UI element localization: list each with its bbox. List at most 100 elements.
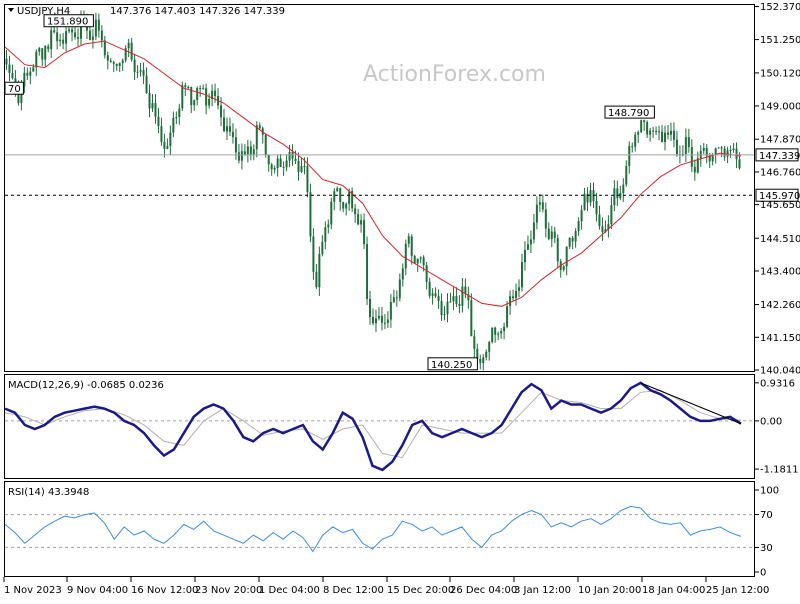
macd-tick-label: 0.9316 [760, 378, 795, 389]
candle-body [673, 131, 675, 140]
candle-body [452, 296, 454, 301]
candle-body [664, 133, 666, 142]
candle-body [578, 221, 580, 231]
candle-body [47, 46, 49, 49]
chart-header: USDJPY,H4 147.376 147.403 147.326 147.33… [8, 6, 285, 17]
price-tick-label: 146.760 [760, 167, 800, 178]
time-tick-label: 1 Nov 2023 [4, 585, 62, 596]
candle-body [8, 64, 10, 73]
candle-body [387, 320, 389, 324]
candle-body [730, 150, 732, 151]
candle-body [429, 282, 431, 296]
candle-body [312, 237, 314, 272]
candle-body [208, 99, 210, 105]
candle-body [274, 168, 276, 169]
candle-body [44, 46, 46, 59]
candle-body [500, 331, 502, 333]
macd-title: MACD(12,26,9) -0.0685 0.0236 [8, 380, 164, 391]
candle-body [509, 296, 511, 306]
candle-body [384, 323, 386, 324]
candle-body [458, 304, 460, 306]
candle-body [736, 149, 738, 160]
candle-body [661, 132, 663, 142]
candle-body [354, 208, 356, 214]
current-price-flag: 147.339 [759, 151, 800, 162]
candle-body [360, 220, 362, 224]
candle-body [411, 236, 413, 255]
candle-body [265, 135, 267, 155]
candle-body [625, 166, 627, 185]
time-tick-label: 1 Dec 04:00 [259, 585, 320, 596]
candle-body [241, 151, 243, 160]
candle-body [333, 191, 335, 202]
candle-body [432, 293, 434, 295]
candle-body [59, 40, 61, 41]
candle-body [396, 297, 398, 298]
candle-body [444, 314, 446, 315]
candle-body [584, 194, 586, 210]
time-tick-label: 18 Jan 04:00 [642, 585, 705, 596]
candle-body [610, 205, 612, 224]
candle-body [154, 103, 156, 117]
rsi-tick-label: 30 [760, 543, 773, 554]
collapse-triangle-icon[interactable] [8, 8, 14, 12]
symbol-label: USDJPY,H4 [17, 6, 70, 17]
candle-body [655, 131, 657, 132]
candle-body [163, 142, 165, 149]
candle-body [286, 161, 288, 168]
candle-body [56, 32, 58, 41]
candle-body [89, 31, 91, 40]
candle-body [104, 40, 106, 55]
candle-body [497, 333, 499, 334]
macd-signal-line [5, 390, 741, 457]
candle-body [119, 63, 121, 66]
candle-body [569, 238, 571, 247]
candle-body [575, 231, 577, 241]
candle-body [26, 73, 28, 76]
candle-body [676, 140, 678, 155]
candle-body [327, 225, 329, 228]
price-annotation-label: 70 [8, 84, 21, 95]
candle-body [306, 166, 308, 192]
candle-body [259, 125, 261, 128]
candle-body [280, 158, 282, 166]
candle-body [253, 149, 255, 155]
candle-body [414, 256, 416, 264]
candle-body [551, 232, 553, 239]
candle-body [95, 20, 97, 37]
candle-body [515, 291, 517, 298]
candle-body [473, 336, 475, 349]
candle-body [563, 266, 565, 269]
candle-body [196, 88, 198, 100]
price-annotation-label: 151.890 [47, 17, 88, 28]
candle-body [256, 125, 258, 149]
candle-body [35, 52, 37, 68]
candle-body [721, 147, 723, 148]
candle-body [640, 120, 642, 132]
time-tick-label: 25 Jan 12:00 [706, 585, 769, 596]
candle-body [378, 316, 380, 318]
support-price-flag: 145.970 [759, 191, 800, 202]
candle-body [426, 265, 428, 282]
candle-body [557, 238, 559, 261]
candle-body [595, 201, 597, 214]
time-tick-label: 16 Nov 12:00 [131, 585, 198, 596]
candle-body [283, 167, 285, 168]
candle-body [29, 72, 31, 76]
candle-body [277, 158, 279, 168]
candle-body [512, 296, 514, 298]
candle-body [628, 146, 630, 166]
candle-body [491, 328, 493, 342]
candle-body [530, 239, 532, 244]
macd-main-line [5, 383, 741, 470]
candle-body [518, 287, 520, 291]
candle-body [622, 185, 624, 193]
candle-body [652, 131, 654, 132]
candle-body [479, 359, 481, 363]
price-tick-label: 147.870 [760, 135, 800, 146]
price-annotation-label: 140.250 [431, 360, 472, 371]
candle-body [193, 100, 195, 105]
candle-body [438, 296, 440, 301]
